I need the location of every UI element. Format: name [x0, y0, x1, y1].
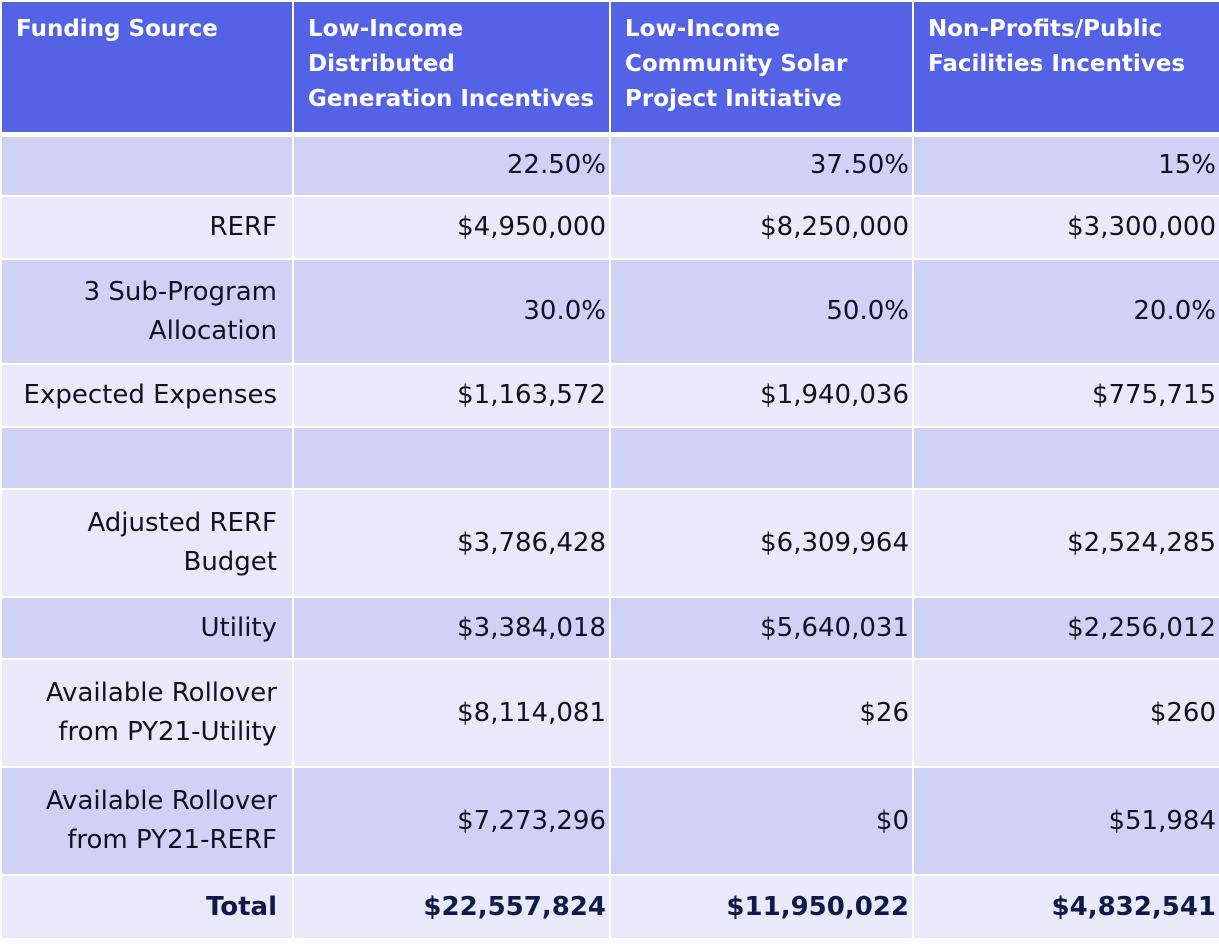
table-cell: $775,715: [912, 363, 1219, 428]
table-cell: 50.0%: [609, 258, 914, 365]
table-cell: [609, 426, 914, 490]
table-cell: [292, 426, 611, 490]
total-cell: $11,950,022: [609, 874, 914, 940]
table-cell: 30.0%: [292, 258, 611, 365]
table-cell: $1,163,572: [292, 363, 611, 428]
table-cell: [912, 426, 1219, 490]
row-label: [0, 133, 294, 197]
row-label: Utility: [0, 596, 294, 660]
total-row: Total $22,557,824 $11,950,022 $4,832,541: [0, 874, 1219, 940]
row-label: Available Rollover from PY21-RERF: [0, 766, 294, 876]
header-non-profits: Non-Profits/Public Facilities Incentives: [912, 0, 1219, 137]
row-label: [0, 426, 294, 490]
table-cell: $5,640,031: [609, 596, 914, 660]
table-cell: $260: [912, 658, 1219, 768]
header-row: Funding Source Low-Income Distributed Ge…: [0, 0, 1219, 137]
table-row: Available Rollover from PY21-Utility $8,…: [0, 658, 1219, 768]
table-row: RERF $4,950,000 $8,250,000 $3,300,000: [0, 195, 1219, 260]
table-cell: 20.0%: [912, 258, 1219, 365]
table-cell: $2,256,012: [912, 596, 1219, 660]
table-cell: $3,786,428: [292, 488, 611, 598]
table-cell: $8,250,000: [609, 195, 914, 260]
table-cell: $3,300,000: [912, 195, 1219, 260]
table-cell: $8,114,081: [292, 658, 611, 768]
table-cell: $51,984: [912, 766, 1219, 876]
table-cell: $2,524,285: [912, 488, 1219, 598]
table-cell: 15%: [912, 133, 1219, 197]
row-label: 3 Sub-Program Allocation: [0, 258, 294, 365]
table-row: [0, 426, 1219, 490]
table-cell: $3,384,018: [292, 596, 611, 660]
table-row: Utility $3,384,018 $5,640,031 $2,256,012: [0, 596, 1219, 660]
header-low-income-dg: Low-Income Distributed Generation Incent…: [292, 0, 611, 137]
header-community-solar: Low-Income Community Solar Project Initi…: [609, 0, 914, 137]
total-cell: $22,557,824: [292, 874, 611, 940]
table-row: Adjusted RERF Budget $3,786,428 $6,309,9…: [0, 488, 1219, 598]
row-label: Available Rollover from PY21-Utility: [0, 658, 294, 768]
total-cell: $4,832,541: [912, 874, 1219, 940]
table-cell: $4,950,000: [292, 195, 611, 260]
table-cell: $26: [609, 658, 914, 768]
table-row: Available Rollover from PY21-RERF $7,273…: [0, 766, 1219, 876]
table-cell: $7,273,296: [292, 766, 611, 876]
row-label: RERF: [0, 195, 294, 260]
table-cell: $6,309,964: [609, 488, 914, 598]
table-row: 22.50% 37.50% 15%: [0, 133, 1219, 197]
table-row: 3 Sub-Program Allocation 30.0% 50.0% 20.…: [0, 258, 1219, 365]
row-label: Expected Expenses: [0, 363, 294, 428]
header-funding-source: Funding Source: [0, 0, 294, 137]
table-cell: 22.50%: [292, 133, 611, 197]
table-row: Expected Expenses $1,163,572 $1,940,036 …: [0, 363, 1219, 428]
row-label: Adjusted RERF Budget: [0, 488, 294, 598]
table-cell: $0: [609, 766, 914, 876]
total-label: Total: [0, 874, 294, 940]
table-cell: $1,940,036: [609, 363, 914, 428]
table-cell: 37.50%: [609, 133, 914, 197]
